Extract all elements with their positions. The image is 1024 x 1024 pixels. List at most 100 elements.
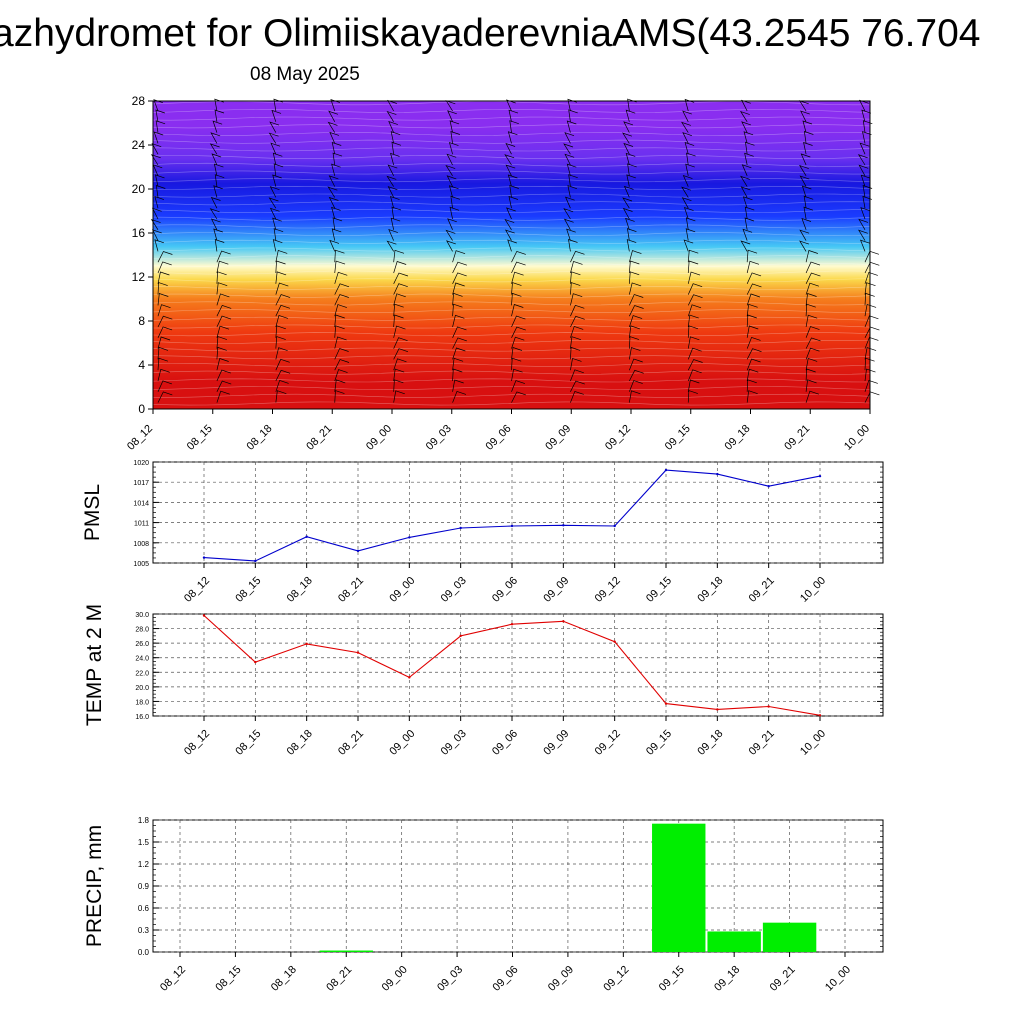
pmsl-point	[716, 472, 719, 476]
wind-barb	[209, 143, 220, 155]
wind-barb	[388, 229, 398, 241]
wind-barb	[805, 314, 818, 328]
wind-barb	[568, 174, 578, 187]
pmsl-panel: 1005 1008 1011 1014 1017 1020 08_12 08_15 08_18 0…	[81, 460, 884, 605]
x-tick-label: 09_00	[364, 423, 394, 453]
wind-barb	[859, 142, 870, 155]
wind-barb	[387, 164, 398, 176]
temp-ylabel: TEMP at 2 M	[83, 604, 106, 726]
x-tick-label: 09_18	[695, 575, 725, 605]
wind-barb	[629, 358, 643, 371]
wind-barb	[746, 249, 758, 263]
wind-barb	[153, 99, 164, 112]
wind-barb	[210, 196, 221, 209]
wind-barb	[570, 304, 585, 317]
contour-line	[152, 232, 871, 237]
wind-barb	[570, 282, 581, 295]
x-tick-label: 08_15	[233, 575, 263, 605]
x-tick-label: 08_18	[285, 575, 315, 605]
wind-barb	[566, 163, 577, 176]
precip-panel: 0.0 0.3 0.6 0.9 1.2 1.5 1.8 08_12 08_15 08_18 08_2…	[83, 816, 884, 994]
wind-barb	[504, 154, 515, 166]
wind-barb	[570, 260, 583, 274]
wind-barb	[390, 217, 401, 230]
contour-line	[152, 185, 871, 190]
wind-barb	[328, 175, 339, 187]
wind-barb	[154, 239, 165, 252]
precip-bar	[707, 931, 761, 952]
contour-line	[152, 224, 871, 229]
wind-barb	[157, 326, 173, 338]
x-tick-label: 08_12	[158, 964, 188, 994]
x-tick-label: 09_12	[601, 964, 631, 994]
wind-barb	[449, 206, 460, 220]
wind-barb	[393, 314, 404, 328]
wind-barb	[858, 164, 869, 176]
wind-barb	[628, 336, 640, 349]
wind-barb	[446, 240, 456, 252]
y-tick-label: 28	[132, 94, 146, 108]
wind-barb	[393, 368, 405, 382]
y-tick-label: 1.2	[138, 860, 150, 869]
wind-barb	[857, 154, 868, 166]
pmsl-point	[202, 556, 206, 559]
cross-section-fill	[153, 101, 870, 409]
wind-barb	[746, 358, 761, 371]
wind-barb	[275, 390, 287, 403]
x-tick-label: 09_03	[439, 728, 469, 758]
wind-barb	[626, 174, 636, 187]
wind-barb	[505, 164, 516, 176]
wind-barb	[570, 293, 583, 306]
contour-line	[152, 386, 871, 391]
x-tick-label: 09_21	[747, 575, 777, 605]
wind-barb	[275, 294, 291, 306]
wind-barb	[157, 293, 169, 306]
wind-barb	[334, 369, 348, 382]
wind-barb	[687, 379, 700, 392]
wind-barb	[452, 357, 464, 371]
wind-barb	[506, 99, 516, 112]
wind-barb	[390, 152, 400, 166]
wind-barb	[504, 218, 515, 230]
wind-barb	[798, 164, 809, 176]
x-tick-label: 08_21	[324, 964, 354, 994]
wind-barb	[805, 390, 819, 403]
wind-barb	[154, 196, 165, 209]
wind-barb	[687, 336, 700, 349]
wind-barb	[268, 197, 279, 209]
wind-barb	[746, 368, 759, 382]
wind-barb	[509, 120, 519, 133]
wind-barb	[275, 336, 286, 349]
wind-barb	[334, 271, 348, 284]
wind-barb	[452, 379, 464, 392]
y-tick-label: 30.0	[135, 612, 149, 619]
wind-barb	[567, 185, 578, 198]
wind-barb	[687, 347, 702, 360]
wind-barb	[157, 251, 173, 263]
wind-barb	[687, 283, 703, 295]
wind-barb	[504, 229, 515, 241]
x-tick-label: 09_03	[435, 964, 465, 994]
wind-barb	[331, 141, 342, 155]
wind-barb	[330, 99, 341, 112]
wind-barb	[803, 206, 814, 220]
wind-barb	[446, 153, 457, 166]
wind-barb	[334, 304, 347, 317]
wind-barb	[210, 132, 221, 144]
y-tick-label: 0.3	[138, 926, 150, 935]
wind-barb	[155, 109, 166, 122]
wind-barb	[629, 305, 644, 317]
wind-barb	[334, 379, 346, 392]
wind-barb	[273, 163, 284, 176]
contour-line	[152, 393, 871, 398]
wind-barb	[682, 175, 693, 187]
wind-barb	[334, 348, 349, 360]
wind-barb	[511, 357, 522, 371]
x-tick-label: 08_21	[336, 728, 366, 758]
temp-point	[716, 708, 719, 711]
x-tick-label: 09_00	[387, 728, 417, 758]
x-tick-label: 09_00	[387, 575, 417, 605]
wind-barb	[740, 186, 751, 198]
wind-barb	[687, 271, 701, 284]
temp-frame	[152, 613, 884, 717]
